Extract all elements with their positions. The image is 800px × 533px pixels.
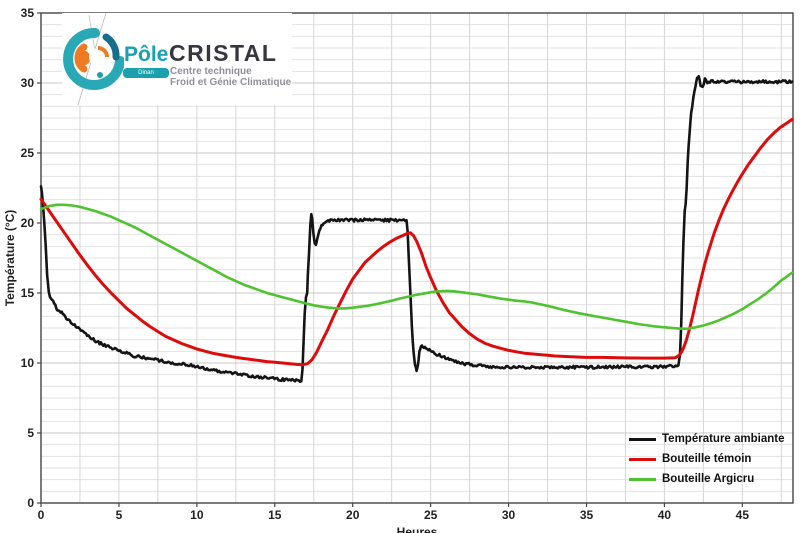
logo-title-cristal: CRISTAL	[169, 40, 278, 66]
svg-text:20: 20	[346, 508, 360, 522]
legend-label-argicru: Bouteille Argicru	[662, 473, 755, 485]
legend-line-red	[629, 457, 656, 461]
svg-text:Heures: Heures	[397, 525, 438, 533]
chart-legend: Température ambiante Bouteille témoin Bo…	[629, 429, 785, 489]
svg-text:35: 35	[21, 6, 35, 20]
svg-text:25: 25	[21, 146, 35, 160]
legend-item-temoin: Bouteille témoin	[629, 449, 785, 469]
svg-text:5: 5	[116, 508, 123, 522]
svg-text:Température (°C): Température (°C)	[3, 210, 17, 307]
svg-text:30: 30	[502, 508, 516, 522]
svg-text:20: 20	[21, 216, 35, 230]
logo-subtitle-line1: Centre technique	[170, 66, 252, 77]
legend-item-argicru: Bouteille Argicru	[629, 469, 785, 489]
svg-text:5: 5	[27, 426, 34, 440]
svg-text:0: 0	[27, 496, 34, 510]
svg-text:10: 10	[21, 356, 35, 370]
pole-cristal-logo: Pôle CRISTAL Dinan Centre technique Froi…	[62, 13, 292, 105]
logo-subtitle-line2: Froid et Génie Climatique	[170, 77, 292, 88]
svg-text:15: 15	[21, 286, 35, 300]
svg-text:45: 45	[736, 508, 750, 522]
legend-label-ambient: Température ambiante	[662, 433, 785, 445]
logo-banner: Dinan	[123, 68, 169, 78]
legend-line-black	[629, 437, 656, 441]
pole-cristal-swirl-icon	[63, 13, 124, 105]
svg-text:30: 30	[21, 76, 35, 90]
legend-label-temoin: Bouteille témoin	[662, 453, 752, 465]
svg-text:10: 10	[190, 508, 204, 522]
svg-text:40: 40	[658, 508, 672, 522]
svg-text:25: 25	[424, 508, 438, 522]
svg-text:35: 35	[580, 508, 594, 522]
legend-item-ambient: Température ambiante	[629, 429, 785, 449]
legend-line-green	[629, 477, 656, 481]
logo-title-pole: Pôle	[124, 43, 169, 66]
svg-text:15: 15	[268, 508, 282, 522]
svg-text:0: 0	[38, 508, 45, 522]
